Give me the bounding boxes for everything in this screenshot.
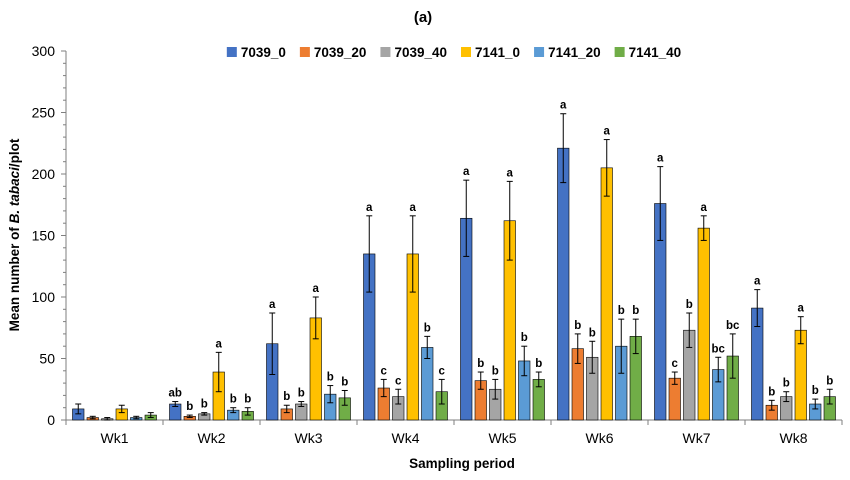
significance-label: b — [201, 399, 208, 411]
x-tick-label: Wk2 — [198, 430, 226, 446]
significance-label: b — [283, 391, 290, 403]
legend-swatch — [614, 47, 625, 57]
significance-label: b — [589, 327, 596, 339]
significance-label: a — [463, 166, 470, 178]
significance-label: a — [604, 126, 611, 138]
significance-label: c — [381, 365, 388, 377]
legend-label: 7141_40 — [629, 45, 682, 60]
significance-label: a — [366, 202, 373, 214]
legend-item-7141_40: 7141_40 — [614, 45, 682, 60]
significance-label: b — [521, 332, 528, 344]
significance-label: a — [216, 338, 223, 350]
legend-swatch — [534, 47, 545, 57]
bar — [557, 147, 570, 421]
y-tick-label: 150 — [32, 228, 56, 244]
legend-item-7141_20: 7141_20 — [534, 45, 601, 60]
significance-label: b — [477, 358, 484, 370]
significance-label: b — [244, 394, 251, 406]
significance-label: b — [424, 322, 431, 334]
significance-label: b — [492, 365, 499, 377]
bar — [600, 167, 613, 421]
significance-label: a — [560, 100, 567, 112]
x-tick-label: Wk4 — [392, 430, 420, 446]
legend-swatch — [226, 47, 237, 57]
series-7141_0: a a a a a a a — [115, 126, 807, 421]
significance-label: c — [672, 358, 679, 370]
x-axis: Wk1 Wk2 Wk3 Wk4 Wk5 Wk6 Wk7 Wk8 — [65, 419, 843, 446]
significance-label: b — [768, 386, 775, 398]
bars: abaaaaaabbcbbcbbbcbbbbaaaaaaabbbbbbcbbbc… — [72, 100, 836, 421]
legend-label: 7039_20 — [314, 45, 367, 60]
legend-item-7039_0: 7039_0 — [226, 45, 286, 60]
significance-label: b — [686, 299, 693, 311]
significance-label: ab — [169, 388, 182, 400]
x-tick-label: Wk7 — [683, 430, 711, 446]
legend-label: 7141_20 — [548, 45, 601, 60]
bar — [697, 227, 710, 421]
significance-label: bc — [726, 320, 740, 332]
x-tick-label: Wk3 — [295, 430, 323, 446]
significance-label: a — [701, 202, 708, 214]
legend: 7039_0 7039_20 7039_40 7141_0 7141_20 7141_40 — [226, 45, 682, 60]
legend-swatch — [461, 47, 471, 57]
significance-label: b — [812, 385, 819, 397]
y-axis-title-suffix: /plot — [7, 138, 22, 167]
x-tick-label: Wk1 — [101, 430, 129, 446]
significance-label: b — [574, 320, 581, 332]
significance-label: b — [783, 378, 790, 390]
significance-label: a — [269, 299, 276, 311]
significance-label: b — [535, 358, 542, 370]
y-axis-title: Mean number of B. tabaci/plot — [7, 138, 22, 331]
significance-label: bc — [712, 343, 726, 355]
legend-swatch — [299, 47, 310, 57]
significance-label: b — [632, 305, 639, 317]
legend-label: 7141_0 — [475, 45, 520, 60]
significance-label: a — [507, 167, 514, 179]
legend-swatch — [380, 47, 391, 57]
significance-label: b — [230, 394, 237, 406]
significance-label: b — [826, 375, 833, 387]
significance-label: a — [313, 283, 320, 295]
significance-label: a — [657, 153, 664, 165]
significance-label: b — [341, 376, 348, 388]
significance-label: b — [618, 305, 625, 317]
y-axis: 0 50 100 150 200 250 300 — [32, 43, 67, 428]
significance-label: b — [327, 372, 334, 384]
significance-label: b — [186, 401, 193, 413]
y-tick-label: 300 — [32, 43, 56, 59]
x-tick-label: Wk8 — [780, 430, 808, 446]
significance-label: a — [410, 202, 417, 214]
significance-label: c — [439, 365, 446, 377]
x-axis-title: Sampling period — [409, 456, 515, 471]
legend-item-7141_0: 7141_0 — [461, 45, 520, 60]
y-tick-label: 0 — [47, 412, 55, 428]
significance-label: b — [298, 388, 305, 400]
x-tick-label: Wk5 — [489, 430, 517, 446]
y-tick-label: 200 — [32, 166, 56, 182]
y-axis-title-italic: B. tabaci — [7, 167, 22, 224]
y-tick-label: 50 — [39, 351, 55, 367]
y-tick-label: 250 — [32, 105, 56, 121]
legend-label: 7039_0 — [241, 45, 286, 60]
panel-label: (a) — [414, 9, 432, 26]
legend-item-7039_20: 7039_20 — [299, 45, 367, 60]
y-axis-title-prefix: Mean number of — [7, 223, 22, 331]
significance-label: a — [798, 303, 805, 315]
legend-label: 7039_40 — [394, 45, 447, 60]
x-tick-label: Wk6 — [586, 430, 614, 446]
significance-label: c — [395, 375, 402, 387]
y-tick-label: 100 — [32, 289, 56, 305]
legend-item-7039_40: 7039_40 — [380, 45, 447, 60]
significance-label: a — [754, 276, 761, 288]
